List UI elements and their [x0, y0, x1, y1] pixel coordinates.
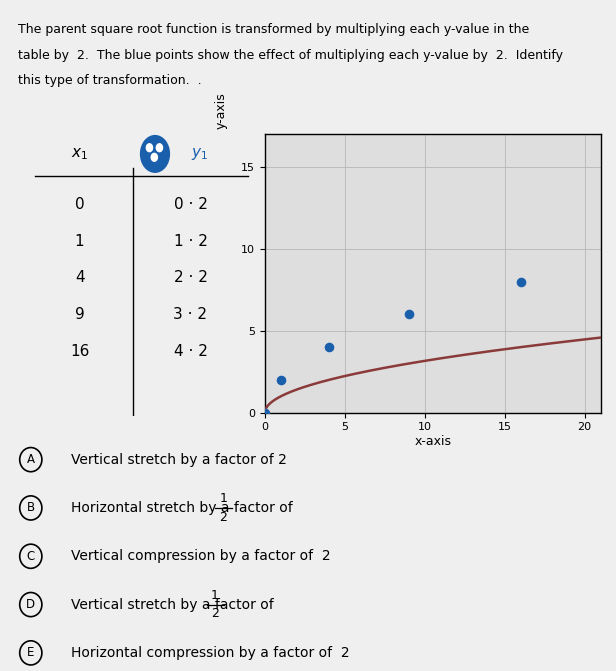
Text: 4: 4: [75, 270, 84, 285]
Point: [324, 342, 334, 352]
Text: Horizontal compression by a factor of  2: Horizontal compression by a factor of 2: [71, 646, 349, 660]
Circle shape: [147, 144, 153, 152]
Text: Vertical stretch by a factor of: Vertical stretch by a factor of: [71, 598, 278, 611]
Text: 1 · 2: 1 · 2: [174, 234, 208, 249]
Text: y-axis: y-axis: [215, 92, 228, 129]
Text: 3 · 2: 3 · 2: [174, 307, 208, 322]
Text: D: D: [26, 598, 35, 611]
Text: 1: 1: [211, 588, 219, 602]
Text: 2 · 2: 2 · 2: [174, 270, 208, 285]
Text: 4 · 2: 4 · 2: [174, 344, 208, 359]
Text: C: C: [26, 550, 35, 563]
Text: this type of transformation.  .: this type of transformation. .: [18, 74, 202, 87]
Text: 0: 0: [75, 197, 84, 212]
Point: [260, 407, 270, 418]
Text: 1: 1: [75, 234, 84, 249]
Point: [276, 374, 286, 385]
Point: [516, 276, 525, 287]
Text: Vertical stretch by a factor of 2: Vertical stretch by a factor of 2: [71, 453, 286, 466]
Text: E: E: [27, 646, 34, 660]
Text: 16: 16: [70, 344, 89, 359]
Text: Horizontal stretch by a factor of: Horizontal stretch by a factor of: [71, 501, 297, 515]
Text: $x_1$: $x_1$: [71, 146, 88, 162]
Text: 1: 1: [219, 492, 227, 505]
Text: $y_1$: $y_1$: [191, 146, 208, 162]
Text: B: B: [26, 501, 35, 515]
Circle shape: [156, 144, 163, 152]
X-axis label: x-axis: x-axis: [414, 435, 452, 448]
Circle shape: [151, 154, 158, 161]
Text: 2: 2: [211, 607, 219, 621]
Text: Vertical compression by a factor of  2: Vertical compression by a factor of 2: [71, 550, 330, 563]
Text: table by  2.  The blue points show the effect of multiplying each y-value by  2.: table by 2. The blue points show the eff…: [18, 49, 564, 62]
Text: A: A: [27, 453, 34, 466]
Text: 0 · 2: 0 · 2: [174, 197, 208, 212]
Point: [404, 309, 414, 320]
Text: 9: 9: [75, 307, 84, 322]
Text: The parent square root function is transformed by multiplying each y-value in th: The parent square root function is trans…: [18, 23, 530, 36]
Text: 2: 2: [219, 511, 227, 524]
Circle shape: [140, 136, 169, 172]
